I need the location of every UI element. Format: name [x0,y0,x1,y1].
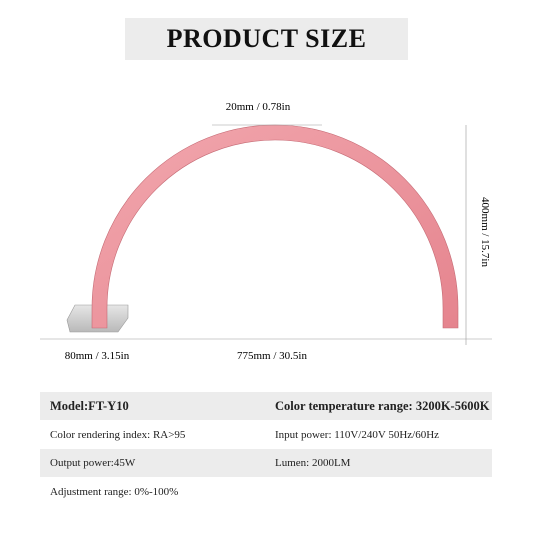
spec-cell: Adjustment range: 0%-100% [50,485,179,498]
lamp-arch [91,124,459,329]
dimension-label: 400mm / 15.7in [479,197,491,267]
spec-cell: Color rendering index: RA>95 [50,428,186,441]
spec-row: Adjustment range: 0%-100% [40,478,492,506]
spec-row: Model:FT-Y10 Color temperature range: 320… [40,392,492,420]
spec-cell: Color temperature range: 3200K-5600K [275,399,490,413]
dimension-label: 775mm / 30.5in [237,350,307,362]
spec-row: Output power:45W Lumen: 2000LM [40,449,492,477]
title: PRODUCT SIZE [166,24,367,53]
spec-cell: Input power: 110V/240V 50Hz/60Hz [275,428,440,441]
title-box [125,18,408,60]
dimension-label: 80mm / 3.15in [65,350,130,362]
spec-cell: Lumen: 2000LM [275,457,351,469]
spec-row: Color rendering index: RA>95 Input power:… [40,421,492,449]
dimension-label: 20mm / 0.78in [226,101,291,113]
spec-cell: Output power:45W [50,457,136,469]
spec-cell: Model:FT-Y10 [50,399,129,413]
